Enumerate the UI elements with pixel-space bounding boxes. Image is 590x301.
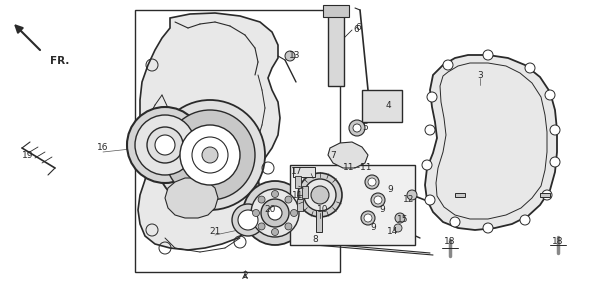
Circle shape xyxy=(422,160,432,170)
Text: 5: 5 xyxy=(362,123,368,132)
Circle shape xyxy=(155,135,175,155)
Circle shape xyxy=(258,196,265,203)
Bar xyxy=(455,193,465,197)
Text: 3: 3 xyxy=(477,70,483,79)
Polygon shape xyxy=(328,142,368,168)
Bar xyxy=(540,193,550,197)
Text: 4: 4 xyxy=(385,101,391,110)
Circle shape xyxy=(232,204,264,236)
Circle shape xyxy=(251,189,299,237)
Circle shape xyxy=(290,209,297,216)
Text: 10: 10 xyxy=(317,206,329,215)
Circle shape xyxy=(304,179,336,211)
Circle shape xyxy=(285,51,295,61)
Circle shape xyxy=(155,100,265,210)
Text: 21: 21 xyxy=(209,228,221,237)
Text: 6: 6 xyxy=(355,23,361,33)
Circle shape xyxy=(268,206,282,220)
Circle shape xyxy=(483,223,493,233)
Text: 6: 6 xyxy=(353,26,359,35)
Circle shape xyxy=(285,223,292,230)
Text: 18: 18 xyxy=(552,237,564,247)
Bar xyxy=(323,5,349,17)
Circle shape xyxy=(525,63,535,73)
Circle shape xyxy=(298,173,342,217)
Text: 20: 20 xyxy=(264,206,276,215)
Text: 12: 12 xyxy=(404,196,415,204)
Circle shape xyxy=(542,190,552,200)
Circle shape xyxy=(395,213,405,223)
Circle shape xyxy=(238,210,258,230)
Text: 19: 19 xyxy=(22,150,34,160)
Circle shape xyxy=(520,215,530,225)
Circle shape xyxy=(311,186,329,204)
Circle shape xyxy=(285,196,292,203)
Text: 7: 7 xyxy=(330,150,336,160)
Text: 14: 14 xyxy=(387,228,399,237)
Bar xyxy=(135,10,340,272)
Polygon shape xyxy=(165,178,218,218)
Text: 16: 16 xyxy=(97,144,109,153)
Bar xyxy=(316,210,322,232)
Text: 11--11: 11--11 xyxy=(343,163,373,172)
Bar xyxy=(328,8,344,86)
Text: 11: 11 xyxy=(292,191,304,200)
Circle shape xyxy=(261,199,289,227)
Circle shape xyxy=(353,124,361,132)
Circle shape xyxy=(361,211,375,225)
Bar xyxy=(362,90,402,122)
Circle shape xyxy=(550,157,560,167)
Circle shape xyxy=(271,191,278,197)
Text: 18: 18 xyxy=(444,237,455,247)
Polygon shape xyxy=(138,13,280,250)
Circle shape xyxy=(425,195,435,205)
Text: 9: 9 xyxy=(370,224,376,232)
Circle shape xyxy=(147,127,183,163)
Circle shape xyxy=(258,223,265,230)
Circle shape xyxy=(368,178,376,186)
Bar xyxy=(302,186,308,198)
Circle shape xyxy=(165,110,255,200)
Circle shape xyxy=(483,50,493,60)
Bar xyxy=(293,167,315,177)
Text: 2: 2 xyxy=(242,271,248,280)
Circle shape xyxy=(443,60,453,70)
Text: 8: 8 xyxy=(312,235,318,244)
Circle shape xyxy=(407,190,417,200)
Text: 17: 17 xyxy=(291,167,303,176)
Circle shape xyxy=(427,92,437,102)
Circle shape xyxy=(243,181,307,245)
Circle shape xyxy=(394,224,402,232)
Circle shape xyxy=(202,147,218,163)
Text: 15: 15 xyxy=(397,216,409,225)
Circle shape xyxy=(127,107,203,183)
Polygon shape xyxy=(425,55,557,230)
Circle shape xyxy=(271,228,278,235)
Circle shape xyxy=(349,120,365,136)
Text: FR.: FR. xyxy=(50,56,70,66)
Circle shape xyxy=(374,196,382,204)
Bar xyxy=(290,165,415,245)
Circle shape xyxy=(135,115,195,175)
Circle shape xyxy=(450,217,460,227)
Circle shape xyxy=(253,209,260,216)
Text: 13: 13 xyxy=(289,51,301,60)
Text: 9: 9 xyxy=(387,185,393,194)
Circle shape xyxy=(550,125,560,135)
Circle shape xyxy=(365,175,379,189)
Bar xyxy=(297,199,303,211)
Bar xyxy=(295,176,301,188)
Circle shape xyxy=(180,125,240,185)
Text: 9: 9 xyxy=(379,206,385,215)
Circle shape xyxy=(425,125,435,135)
Circle shape xyxy=(545,90,555,100)
Circle shape xyxy=(371,193,385,207)
Circle shape xyxy=(364,214,372,222)
